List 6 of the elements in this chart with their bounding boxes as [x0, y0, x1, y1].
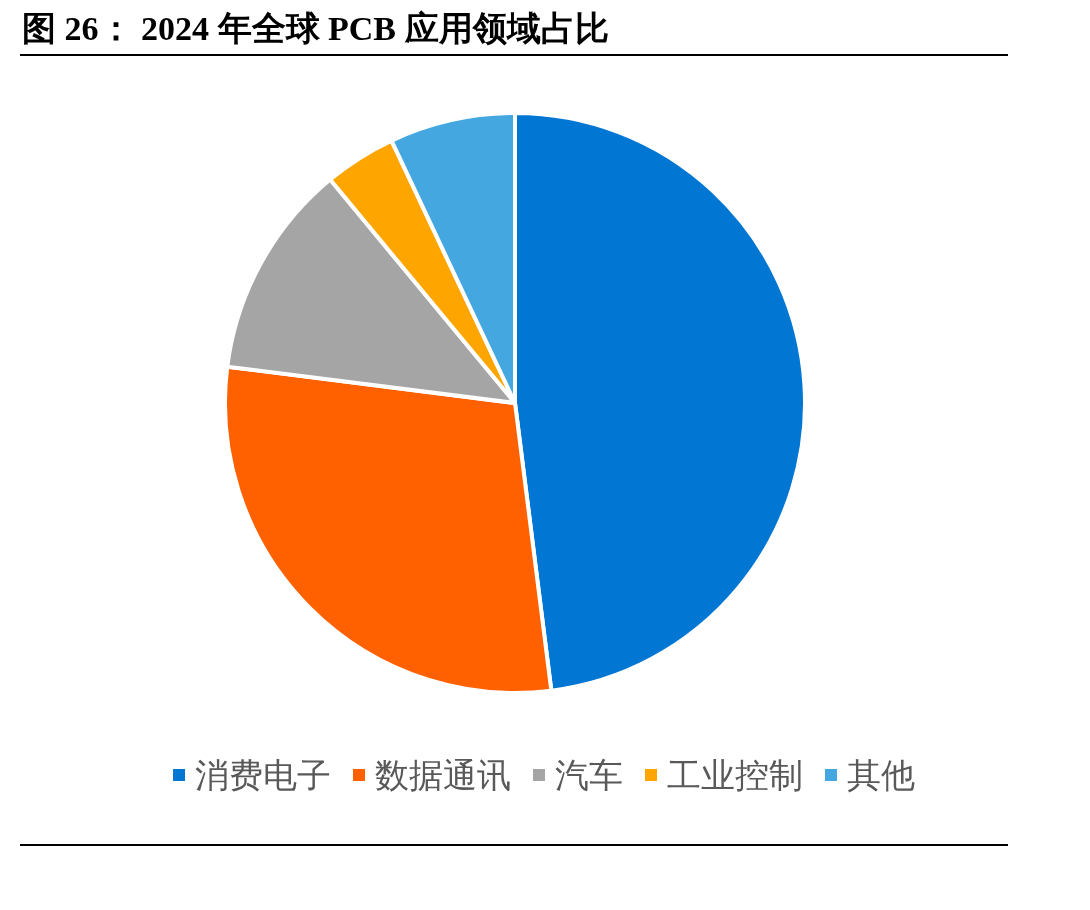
chart-title: 图 26： 2024 年全球 PCB 应用领域占比: [22, 10, 609, 47]
legend-label: 其他: [847, 755, 915, 795]
legend-label: 数据通讯: [375, 755, 511, 795]
legend-label: 消费电子: [195, 755, 331, 795]
legend-label: 汽车: [555, 755, 623, 795]
legend-label: 工业控制: [667, 755, 803, 795]
